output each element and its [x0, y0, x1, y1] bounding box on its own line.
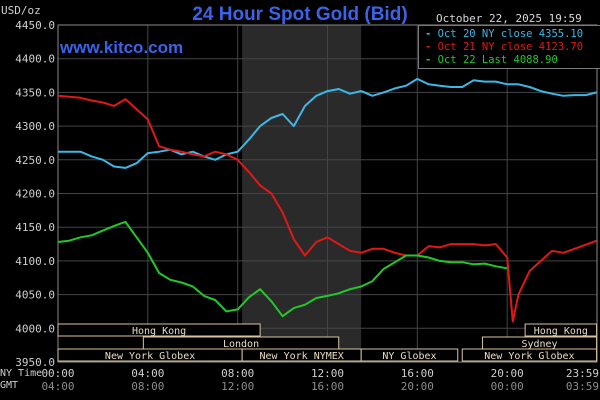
- session-box: [461, 348, 598, 362]
- timezone-label-gmt: GMT: [0, 380, 19, 391]
- y-axis-unit: USD/oz: [1, 4, 41, 17]
- x-tick-label-gmt: 00:00: [491, 380, 524, 393]
- legend-item-oct20: - Oct 20 NY close 4355.10: [425, 28, 600, 41]
- x-tick-label-gmt: 20:00: [401, 380, 434, 393]
- session-box: [360, 348, 459, 362]
- chart-legend: - Oct 20 NY close 4355.10 - Oct 21 NY cl…: [418, 25, 600, 69]
- x-tick-label-gmt: 16:00: [311, 380, 344, 393]
- x-tick-label-ny: 04:00: [131, 367, 164, 380]
- session-label: New York NYMEX: [260, 351, 344, 362]
- legend-swatch: -: [425, 54, 432, 66]
- legend-item-oct22: - Oct 22 Last 4088.90: [425, 54, 600, 67]
- session-box: [57, 323, 261, 337]
- x-tick-label-gmt: 12:00: [221, 380, 254, 393]
- y-tick-label: 4100.0: [15, 255, 55, 268]
- x-tick-label-gmt: 08:00: [131, 380, 164, 393]
- session-label: NY Globex: [382, 351, 436, 362]
- y-tick-label: 3950.0: [15, 356, 55, 369]
- y-tick-label: 4250.0: [15, 154, 55, 167]
- timezone-label-ny: NY Time: [0, 368, 43, 379]
- y-tick-label: 4200.0: [15, 188, 55, 201]
- y-tick-label: 4400.0: [15, 53, 55, 66]
- session-label: London: [223, 339, 259, 350]
- y-tick-label: 4300.0: [15, 120, 55, 133]
- legend-label: Oct 20 NY close 4355.10: [437, 28, 584, 40]
- series-line-0: [58, 77, 597, 169]
- series-line-2: [57, 220, 508, 318]
- legend-label: Oct 22 Last 4088.90: [437, 54, 558, 66]
- session-box: [524, 323, 598, 337]
- session-label: New York Globex: [484, 351, 574, 362]
- legend-item-oct21: - Oct 21 NY close 4123.70: [425, 41, 600, 54]
- x-tick-label-gmt: 04:00: [41, 380, 74, 393]
- chart-datestamp: October 22, 2025 19:59: [436, 12, 582, 25]
- chart-title: 24 Hour Spot Gold (Bid): [192, 4, 408, 25]
- y-tick-label: 4150.0: [15, 221, 55, 234]
- x-tick-label-ny: 16:00: [401, 367, 434, 380]
- session-label: Hong Kong: [132, 326, 186, 337]
- y-tick-label: 4350.0: [15, 86, 55, 99]
- legend-label: Oct 21 NY close 4123.70: [437, 41, 584, 53]
- watermark-logo: www.kitco.com: [60, 38, 184, 57]
- y-tick-label: 4050.0: [15, 289, 55, 302]
- legend-swatch: -: [425, 41, 432, 53]
- x-tick-label-ny: 00:00: [41, 367, 74, 380]
- session-label: Hong Kong: [534, 326, 588, 337]
- y-tick-label: 4000.0: [15, 322, 55, 335]
- series-line-1: [57, 94, 597, 323]
- plot-frame: [57, 24, 598, 363]
- legend-swatch: -: [425, 28, 432, 40]
- x-tick-label-ny: 08:00: [221, 367, 254, 380]
- y-tick-label: 4450.0: [15, 19, 55, 32]
- session-label: Sydney: [521, 339, 557, 350]
- x-tick-label-ny: 20:00: [491, 367, 524, 380]
- x-tick-label-gmt: 03:59: [566, 380, 599, 393]
- x-tick-label-ny: 12:00: [311, 367, 344, 380]
- x-tick-label-ny: 23:59: [566, 367, 599, 380]
- session-label: New York Globex: [105, 351, 195, 362]
